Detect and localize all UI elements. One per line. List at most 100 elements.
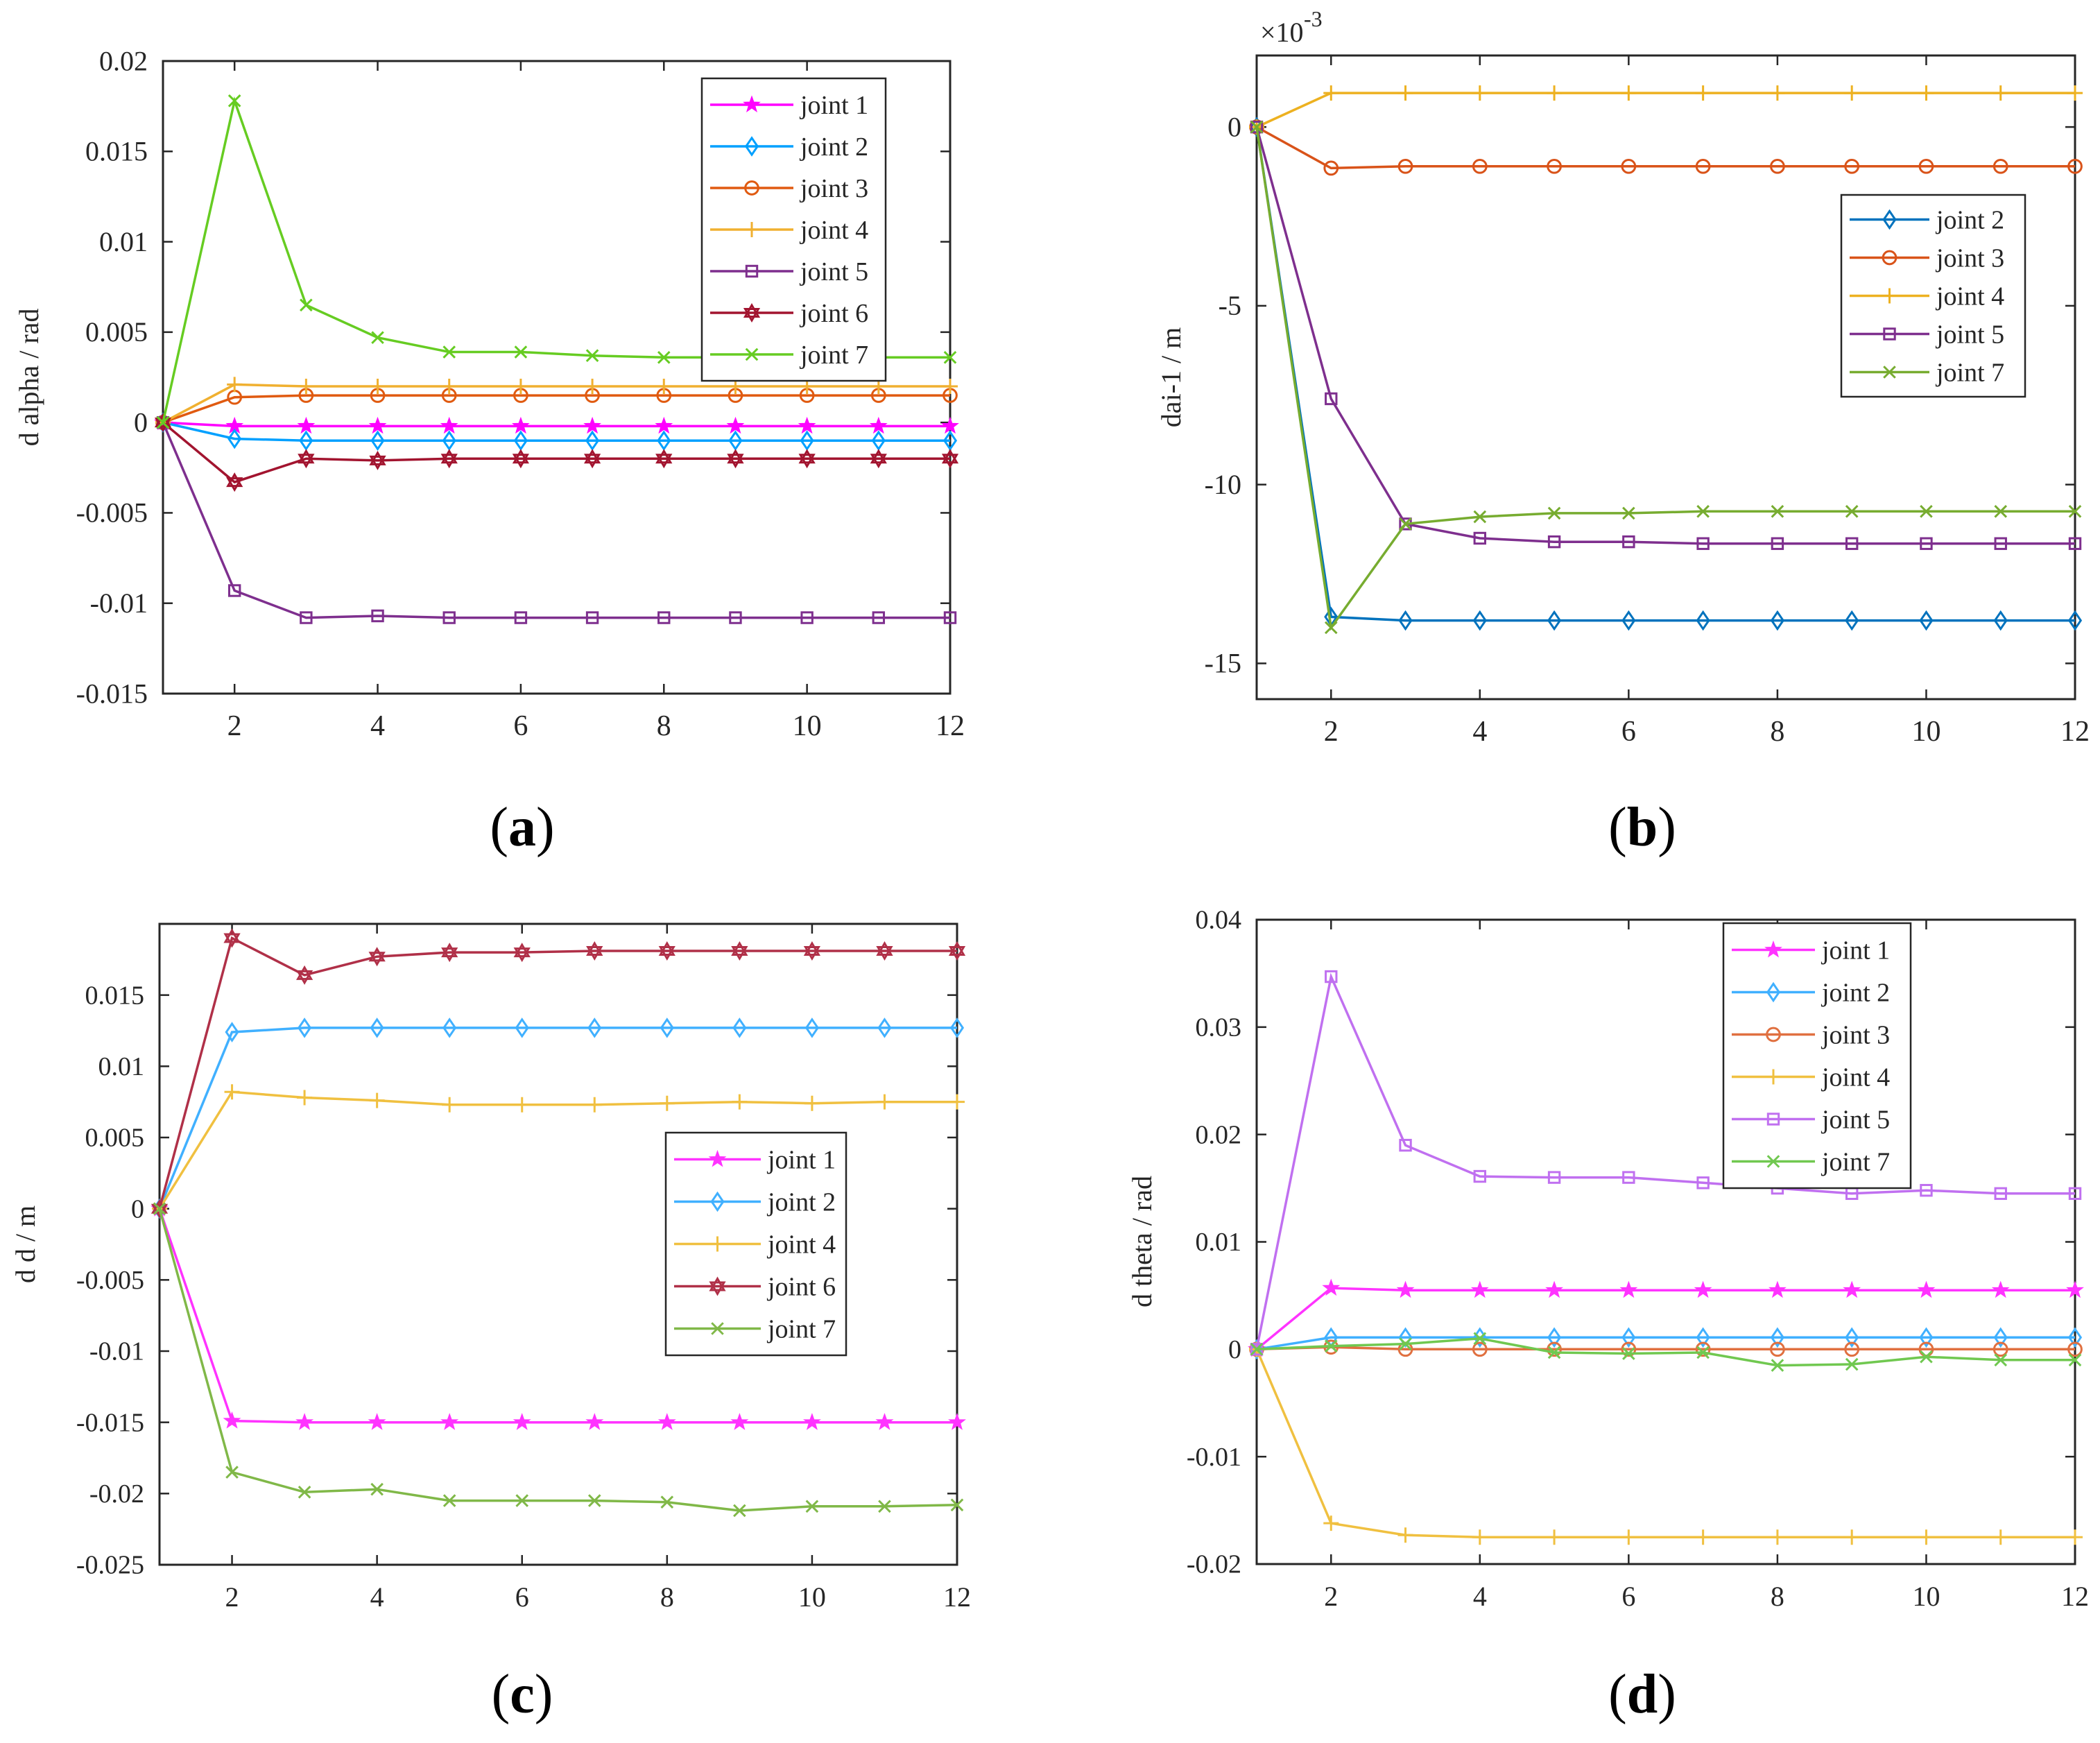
data-point [586, 941, 603, 961]
data-point [585, 430, 600, 451]
legend-label: joint 5 [1935, 320, 2004, 350]
data-point [1920, 1350, 1933, 1364]
x-tick-label: 6 [513, 710, 528, 742]
legend-marker [1766, 1069, 1781, 1085]
y-axis-label: d d / m [10, 1205, 41, 1283]
x-tick-label: 10 [798, 1581, 826, 1613]
hexagram-up [731, 941, 748, 956]
legend-label: joint 4 [766, 1230, 836, 1260]
y-tick-label: -5 [1219, 290, 1241, 321]
hexagram-up [223, 928, 241, 943]
data-point [297, 416, 316, 434]
data-point [1547, 158, 1562, 174]
hexagram-down [743, 308, 761, 323]
legend: joint 1 joint 2 joint 3 joint 4 joint 5 joint… [1722, 922, 1912, 1190]
data-point [298, 1018, 312, 1038]
data-point [1919, 610, 1934, 631]
legend-box [1722, 922, 1912, 1190]
data-point [1398, 1327, 1413, 1348]
data-point [805, 1500, 819, 1513]
data-point [804, 1018, 819, 1038]
x-tick-label: 10 [793, 710, 822, 742]
data-point [1323, 85, 1339, 101]
legend-marker [710, 1191, 725, 1212]
series-line [1255, 1287, 2075, 1350]
data-point [1845, 610, 1859, 631]
data-point [943, 379, 958, 395]
data-point [442, 1018, 457, 1038]
data-point [657, 1413, 676, 1430]
data-point [513, 943, 531, 963]
y-tick-label: -0.025 [76, 1551, 144, 1580]
hexagram-up [369, 450, 386, 465]
data-point [1845, 1357, 1859, 1371]
data-point [368, 416, 387, 434]
data-point [1325, 392, 1338, 406]
hexagram-down [369, 455, 386, 470]
legend-marker [1883, 327, 1896, 341]
hexagram-down [658, 946, 675, 961]
hexagram-down [876, 946, 893, 961]
legend-marker [744, 180, 759, 196]
hexagram-up [226, 472, 243, 488]
data-point [441, 943, 458, 963]
hexagram-up [298, 449, 315, 464]
data-point [657, 351, 671, 364]
plot-area [1255, 918, 2076, 1565]
data-point [1472, 1341, 1488, 1357]
hexagram-down [727, 454, 744, 469]
data-point [1993, 610, 2008, 631]
data-point [1917, 1280, 1936, 1298]
data-point [1844, 85, 1860, 101]
data-point [2067, 1529, 2083, 1545]
chart-a: 2 4 6 8 10 12 -0.015 -0.01 -0.005 0 0.005 0.01 0.015… [13, 45, 965, 742]
x-tick-label: 2 [225, 1581, 239, 1613]
data-point [512, 416, 530, 434]
data-point [949, 1094, 965, 1110]
data-point [732, 1018, 747, 1038]
series-joint-1 [1248, 1278, 2084, 1357]
data-point [587, 1097, 603, 1113]
hexagram-up [876, 941, 893, 956]
data-point [370, 430, 385, 451]
data-point [583, 416, 601, 434]
data-point [1473, 531, 1487, 545]
data-point [1769, 1529, 1785, 1545]
x-tick-label: 10 [1911, 716, 1940, 748]
x-tick-label: 6 [1621, 716, 1636, 748]
data-point [298, 379, 314, 395]
data-point [1547, 1327, 1562, 1348]
hexagram-down [441, 947, 458, 963]
data-point [223, 1411, 241, 1429]
series-joint-7 [1250, 120, 2082, 635]
data-point [1472, 610, 1487, 631]
y-tick-label: -0.01 [90, 587, 148, 619]
y-tick-label: -0.02 [89, 1479, 144, 1509]
data-point [1323, 1516, 1339, 1531]
x-tick-label: 4 [1473, 1581, 1487, 1612]
data-point [656, 379, 672, 395]
data-point [298, 449, 315, 469]
data-point [1845, 1327, 1859, 1348]
y-axis-label: d alpha / rad [13, 309, 44, 447]
data-point [514, 345, 528, 359]
data-point [156, 415, 170, 429]
data-point [368, 1413, 386, 1430]
data-point [657, 430, 671, 451]
legend-label: joint 7 [1821, 1148, 1890, 1177]
data-point [1547, 1341, 1562, 1357]
series-line [162, 421, 950, 484]
data-point [300, 298, 313, 312]
legend-marker [708, 1149, 727, 1167]
data-point [1473, 510, 1487, 524]
series-line [1255, 126, 2075, 622]
hexagram-up [948, 941, 966, 956]
data-point [1994, 1187, 2007, 1201]
hexagram-down [440, 454, 458, 469]
data-point [1769, 85, 1785, 101]
data-point [227, 94, 241, 108]
data-point [1398, 610, 1413, 631]
data-point [941, 416, 959, 434]
data-point [300, 611, 313, 624]
data-point [1845, 537, 1859, 550]
